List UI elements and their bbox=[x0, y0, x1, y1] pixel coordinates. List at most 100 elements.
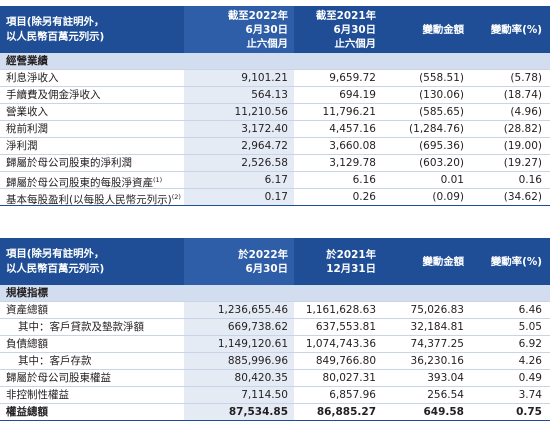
cell-value: 0.49 bbox=[518, 372, 542, 384]
cell-value: 1,236,655.46 bbox=[184, 302, 294, 318]
row-label: 稅前利潤 bbox=[6, 123, 48, 135]
header-label-line: 以人民幣百萬元列示) bbox=[6, 30, 105, 43]
cell-value: 6.16 bbox=[352, 174, 376, 186]
cell-value: 9,659.72 bbox=[329, 72, 376, 84]
footnote-marker: (1) bbox=[153, 176, 163, 184]
header-text: 截至2021年 bbox=[315, 9, 376, 22]
row-label: 利息淨收入 bbox=[6, 72, 59, 84]
row-label: 負債總額 bbox=[6, 338, 48, 350]
header-col-change: 變動金額 bbox=[422, 6, 464, 53]
cell-value: 6.46 bbox=[518, 304, 542, 316]
cell-value: 11,210.56 bbox=[184, 104, 294, 120]
row-label: 營業收入 bbox=[6, 106, 48, 118]
cell-value: 0.01 bbox=[440, 174, 464, 186]
cell-value: 3,172.40 bbox=[184, 121, 294, 137]
cell-value: 564.13 bbox=[184, 87, 294, 103]
header-item-label: 項目(除另有註明外， 以人民幣百萬元列示) bbox=[6, 238, 104, 285]
cell-value: 80,420.35 bbox=[184, 370, 294, 386]
header-label-line: 項目(除另有註明外， bbox=[6, 247, 105, 260]
cell-value: 74,377.25 bbox=[410, 338, 464, 350]
cell-value: 1,161,628.63 bbox=[305, 304, 376, 316]
row-label: 淨利潤 bbox=[6, 140, 38, 152]
row-label-text: 歸屬於母公司股東的每股淨資產 bbox=[6, 177, 153, 189]
cell-value: 256.54 bbox=[427, 389, 464, 401]
cell-value: 7,114.50 bbox=[184, 387, 294, 403]
row-label: 資產總額 bbox=[6, 304, 48, 316]
scale-indicators-table: 項目(除另有註明外， 以人民幣百萬元列示) 於2022年 6月30日 於2021… bbox=[0, 238, 550, 421]
header-col-change: 變動金額 bbox=[422, 238, 464, 285]
header-col-2022: 截至2022年 6月30日 止六個月 bbox=[184, 6, 294, 53]
table-row: 歸屬於母公司股東權益 80,420.35 80,027.31 393.04 0.… bbox=[0, 370, 550, 387]
cell-value: 5.05 bbox=[518, 321, 542, 333]
cell-value: 1,149,120.61 bbox=[184, 336, 294, 352]
cell-value: 3.74 bbox=[518, 389, 542, 401]
cell-value: 0.17 bbox=[184, 189, 294, 205]
cell-value: 0.16 bbox=[518, 174, 542, 186]
table-row: 歸屬於母公司股東的淨利潤 2,526.58 3,129.78 (603.20) … bbox=[0, 155, 550, 172]
header-text: 6月30日 bbox=[245, 23, 288, 36]
cell-value: (603.20) bbox=[419, 157, 464, 169]
operating-results-table: 項目(除另有註明外， 以人民幣百萬元列示) 截至2022年 6月30日 止六個月… bbox=[0, 6, 550, 206]
section-title: 規模指標 bbox=[6, 287, 48, 299]
cell-value: 36,230.16 bbox=[410, 355, 464, 367]
header-text: 變動金額 bbox=[422, 255, 464, 268]
section-title: 經營業績 bbox=[6, 55, 48, 67]
header-text: 於2021年 bbox=[326, 248, 376, 261]
cell-value: (34.62) bbox=[503, 191, 542, 203]
cell-value: 86,885.27 bbox=[316, 406, 376, 418]
cell-value: 6.92 bbox=[518, 338, 542, 350]
table-row: 稅前利潤 3,172.40 4,457.16 (1,284.76) (28.82… bbox=[0, 121, 550, 138]
row-label: 基本每股盈利(以每股人民幣元列示)(2) bbox=[6, 189, 181, 208]
cell-value: 9,101.21 bbox=[184, 70, 294, 86]
header-text: 於2022年 bbox=[238, 248, 288, 261]
row-label: 歸屬於母公司股東的淨利潤 bbox=[6, 157, 132, 169]
cell-value: (695.36) bbox=[419, 140, 464, 152]
header-col-2021: 截至2021年 6月30日 止六個月 bbox=[294, 6, 376, 53]
section-row: 經營業績 bbox=[0, 53, 550, 70]
row-label: 其中：客戶存款 bbox=[18, 355, 92, 367]
footnote-marker: (2) bbox=[171, 193, 181, 201]
cell-value: (4.96) bbox=[510, 106, 542, 118]
cell-value: 4.26 bbox=[518, 355, 542, 367]
cell-value: 4,457.16 bbox=[329, 123, 376, 135]
header-text: 12月31日 bbox=[326, 262, 376, 275]
header-text: 變動率(%) bbox=[490, 23, 542, 36]
header-text: 變動率(%) bbox=[490, 255, 542, 268]
cell-value: 649.58 bbox=[423, 406, 464, 418]
cell-value: 885,996.96 bbox=[184, 353, 294, 369]
cell-value: 2,964.72 bbox=[184, 138, 294, 154]
header-col-2021: 於2021年 12月31日 bbox=[294, 238, 376, 285]
cell-value: 6,857.96 bbox=[329, 389, 376, 401]
row-label: 歸屬於母公司股東的每股淨資產(1) bbox=[6, 172, 162, 191]
cell-value: (28.82) bbox=[503, 123, 542, 135]
cell-value: 11,796.21 bbox=[322, 106, 376, 118]
header-text: 變動金額 bbox=[422, 23, 464, 36]
table-row: 其中：客戶存款 885,996.96 849,766.80 36,230.16 … bbox=[0, 353, 550, 370]
cell-value: 0.75 bbox=[516, 406, 542, 418]
cell-value: 1,074,743.36 bbox=[305, 338, 376, 350]
row-label: 歸屬於母公司股東權益 bbox=[6, 372, 111, 384]
cell-value: 669,738.62 bbox=[184, 319, 294, 335]
row-label: 其中：客戶貸款及墊款淨額 bbox=[18, 321, 144, 333]
table-row: 手續費及佣金淨收入 564.13 694.19 (130.06) (18.74) bbox=[0, 87, 550, 104]
cell-value: (19.00) bbox=[503, 140, 542, 152]
row-label: 非控制性權益 bbox=[6, 389, 69, 401]
cell-value: (19.27) bbox=[503, 157, 542, 169]
row-label: 權益總額 bbox=[6, 406, 48, 418]
header-text: 止六個月 bbox=[246, 37, 288, 50]
cell-value: (5.78) bbox=[510, 72, 542, 84]
cell-value: (130.06) bbox=[419, 89, 464, 101]
cell-value: (558.51) bbox=[419, 72, 464, 84]
table-row: 非控制性權益 7,114.50 6,857.96 256.54 3.74 bbox=[0, 387, 550, 404]
cell-value: (18.74) bbox=[503, 89, 542, 101]
table-row: 基本每股盈利(以每股人民幣元列示)(2) 0.17 0.26 (0.09) (3… bbox=[0, 189, 550, 206]
table-header: 項目(除另有註明外， 以人民幣百萬元列示) 於2022年 6月30日 於2021… bbox=[0, 238, 550, 285]
section-row: 規模指標 bbox=[0, 285, 550, 302]
cell-value: 75,026.83 bbox=[410, 304, 464, 316]
cell-value: 2,526.58 bbox=[184, 155, 294, 171]
header-text: 止六個月 bbox=[334, 37, 376, 50]
cell-value: 3,129.78 bbox=[329, 157, 376, 169]
cell-value: 637,553.81 bbox=[315, 321, 376, 333]
table-row: 權益總額 87,534.85 86,885.27 649.58 0.75 bbox=[0, 404, 550, 421]
cell-value: 393.04 bbox=[427, 372, 464, 384]
